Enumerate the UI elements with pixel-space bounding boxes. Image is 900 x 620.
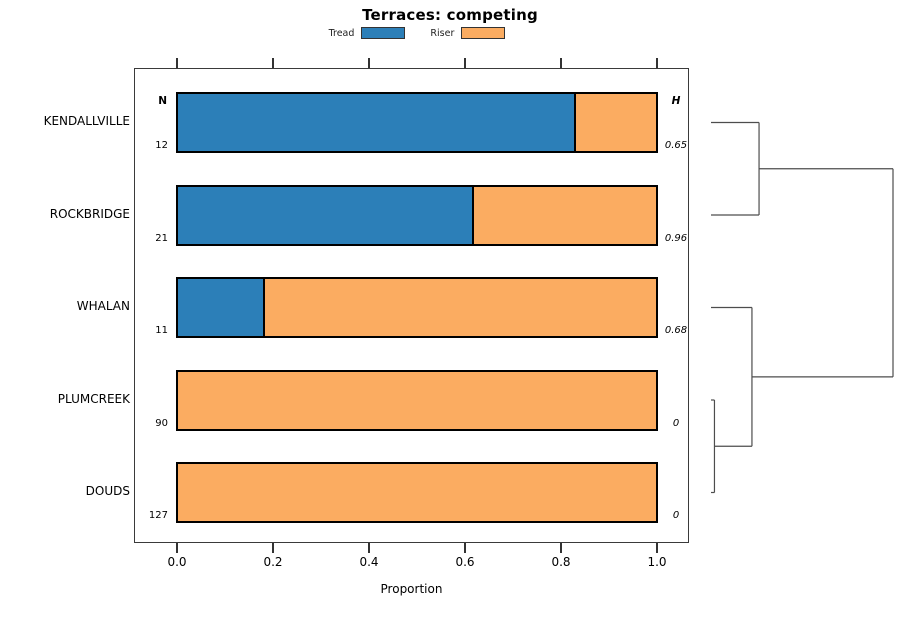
x-axis-tick [464, 543, 466, 553]
bar-segment-tread [178, 94, 576, 151]
row-label: WHALAN [76, 299, 130, 313]
bar-row [176, 277, 658, 338]
x-axis-tick [176, 543, 178, 553]
bar-row [176, 462, 658, 523]
legend-label-tread: Tread [328, 27, 355, 39]
h-value: 0 [672, 417, 680, 429]
x-axis-tick-top [656, 57, 658, 68]
h-value: 0.68 [664, 325, 688, 336]
x-axis-tick-top [464, 57, 466, 68]
row-label: ROCKBRIDGE [49, 206, 130, 221]
bar-segment-riser [474, 186, 656, 244]
x-axis-tick-label: 0.2 [263, 555, 283, 569]
x-axis-tick-top [272, 57, 274, 68]
x-axis-tick-top [176, 57, 178, 68]
n-value: 12 [155, 140, 168, 151]
x-axis-label: Proportion [380, 582, 443, 596]
x-axis-tick-label: 0.4 [359, 555, 379, 569]
bar-segment-tread [178, 279, 265, 336]
legend: Tread Riser [0, 25, 834, 41]
riser-color-swatch [461, 27, 506, 39]
h-column-header: H [671, 95, 681, 107]
x-axis-tick [560, 543, 562, 553]
n-column-header: N [158, 95, 167, 107]
row-label: PLUMCREEK [57, 391, 130, 406]
tread-color-swatch [361, 27, 406, 39]
bar-row [176, 369, 658, 431]
bar-segment-tread [178, 186, 474, 244]
x-axis-tick [656, 543, 658, 553]
x-axis-tick-top [560, 57, 562, 68]
n-value: 90 [155, 417, 168, 429]
x-axis-tick-top [368, 57, 370, 68]
x-axis-tick-label: 0.6 [455, 555, 475, 569]
x-axis-tick-label: 0.0 [167, 555, 187, 569]
bar-segment-riser [178, 464, 656, 521]
h-value: 0 [672, 510, 680, 521]
bar-row [176, 184, 658, 246]
bar-segment-riser [178, 371, 656, 429]
plot-area-box [134, 68, 689, 543]
n-value: 11 [155, 325, 168, 336]
chart-title: Terraces: competing [362, 6, 538, 24]
x-axis-tick-label: 0.8 [551, 555, 571, 569]
legend-item-tread: Tread [329, 27, 406, 39]
x-axis-tick-label: 1.0 [647, 555, 667, 569]
n-value: 127 [148, 510, 168, 521]
h-value: 0.65 [664, 140, 688, 151]
bar-segment-riser [265, 279, 656, 336]
n-value: 21 [155, 232, 168, 244]
h-value: 0.96 [664, 232, 688, 244]
bar-segment-riser [576, 94, 656, 151]
bar-row [176, 92, 658, 153]
x-axis-tick [368, 543, 370, 553]
x-axis-tick [272, 543, 274, 553]
row-label: DOUDS [85, 484, 130, 498]
legend-item-riser: Riser [430, 27, 506, 39]
legend-label-riser: Riser [430, 27, 455, 39]
row-label: KENDALLVILLE [43, 114, 130, 128]
